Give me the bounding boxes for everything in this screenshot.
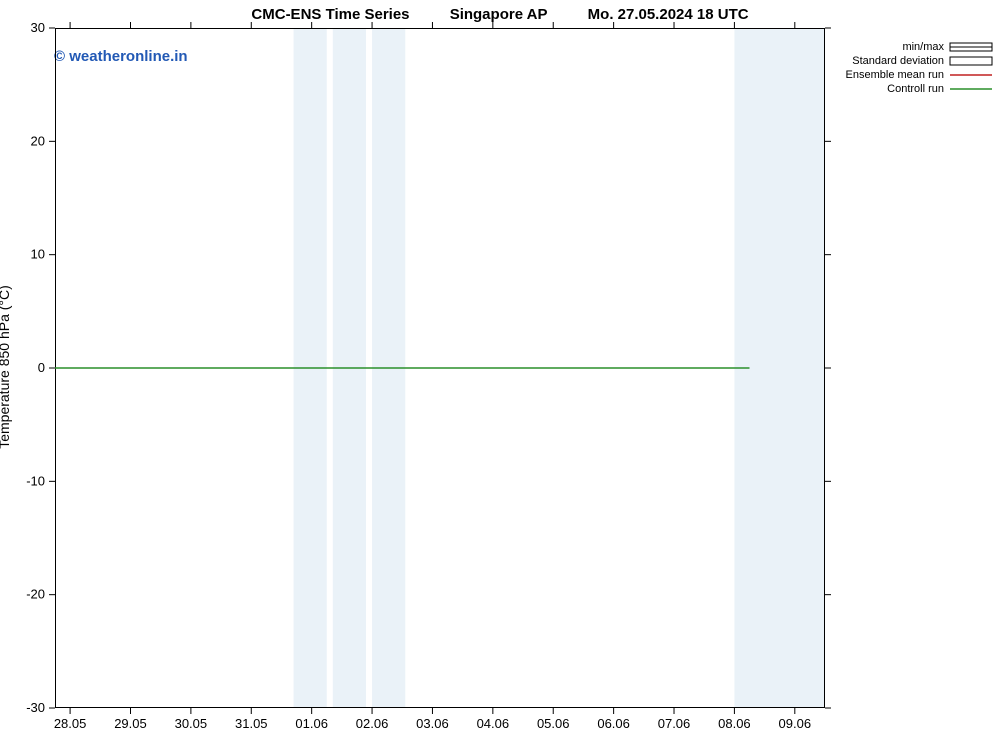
y-axis-label: Temperature 850 hPa (°C) xyxy=(0,285,12,449)
legend-box: min/maxStandard deviationEnsemble mean r… xyxy=(846,40,994,96)
chart-datetime: Mo. 27.05.2024 18 UTC xyxy=(588,6,749,23)
chart-product: CMC-ENS Time Series xyxy=(251,6,409,23)
legend-item: Ensemble mean run xyxy=(846,68,994,82)
legend-swatch xyxy=(948,42,994,52)
x-tick-label: 07.06 xyxy=(658,716,691,731)
x-tick-label: 08.06 xyxy=(718,716,751,731)
legend-item: Controll run xyxy=(846,82,994,96)
legend-item-label: Standard deviation xyxy=(852,54,944,68)
legend-item-label: Controll run xyxy=(887,82,944,96)
x-tick-label: 05.06 xyxy=(537,716,570,731)
legend-swatch xyxy=(948,70,994,80)
legend-item-label: min/max xyxy=(902,40,944,54)
y-tick-label: -30 xyxy=(26,700,45,715)
y-tick-label: 0 xyxy=(38,360,45,375)
x-tick-label: 06.06 xyxy=(597,716,630,731)
x-tick-label: 31.05 xyxy=(235,716,268,731)
chart-title-row: CMC-ENS Time Series Singapore AP Mo. 27.… xyxy=(0,6,1000,23)
chart-location: Singapore AP xyxy=(450,6,548,23)
chart-svg: -30-20-10010203028.0529.0530.0531.0501.0… xyxy=(55,28,825,708)
y-tick-label: 10 xyxy=(31,247,45,262)
chart-plot-area: -30-20-10010203028.0529.0530.0531.0501.0… xyxy=(55,28,825,708)
x-tick-label: 04.06 xyxy=(477,716,510,731)
x-tick-label: 29.05 xyxy=(114,716,147,731)
x-tick-label: 02.06 xyxy=(356,716,389,731)
legend-swatch xyxy=(948,84,994,94)
y-tick-label: 30 xyxy=(31,20,45,35)
x-tick-label: 30.05 xyxy=(175,716,208,731)
x-tick-label: 28.05 xyxy=(54,716,87,731)
y-tick-label: -20 xyxy=(26,587,45,602)
legend-item-label: Ensemble mean run xyxy=(846,68,944,82)
x-tick-label: 09.06 xyxy=(779,716,812,731)
x-tick-label: 03.06 xyxy=(416,716,449,731)
legend-swatch xyxy=(948,56,994,66)
x-tick-label: 01.06 xyxy=(295,716,328,731)
legend-item: Standard deviation xyxy=(846,54,994,68)
y-tick-label: 20 xyxy=(31,133,45,148)
y-tick-label: -10 xyxy=(26,473,45,488)
legend-item: min/max xyxy=(846,40,994,54)
